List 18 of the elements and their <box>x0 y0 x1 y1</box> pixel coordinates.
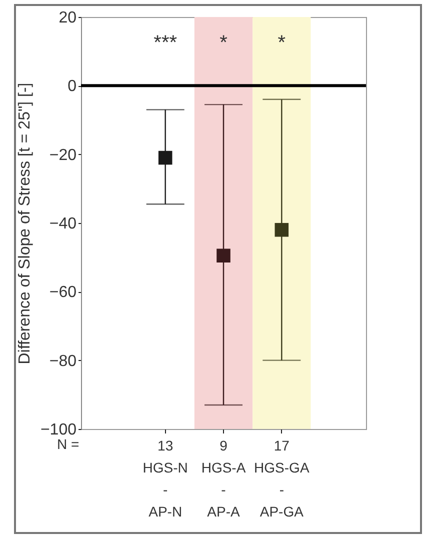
y-tick-label: −60 <box>49 284 77 302</box>
y-axis-title: Difference of Slope of Stress [t = 25"] [-] <box>16 82 34 364</box>
y-tick-label: −80 <box>49 352 77 370</box>
annotation: *** <box>154 32 178 54</box>
text: N = <box>57 436 80 452</box>
point <box>216 248 230 263</box>
y-tick-label: 20 <box>58 10 77 26</box>
point <box>158 150 172 165</box>
y-tick-label: −40 <box>49 216 77 232</box>
x-tick-label: 13 HGS-N - AP-N <box>142 438 188 520</box>
y-tick-label: −20 <box>49 146 77 164</box>
annotation: * <box>278 32 286 54</box>
annotation: * <box>220 32 228 54</box>
point <box>274 222 289 237</box>
y-tick-label: 0 <box>68 78 77 96</box>
y-tick-label: −100 <box>40 422 77 438</box>
x-tick-label: 17 HGS-GA - AP-GA <box>254 438 310 520</box>
x-tick-label: 9 HGS-A - AP-A <box>201 438 246 520</box>
